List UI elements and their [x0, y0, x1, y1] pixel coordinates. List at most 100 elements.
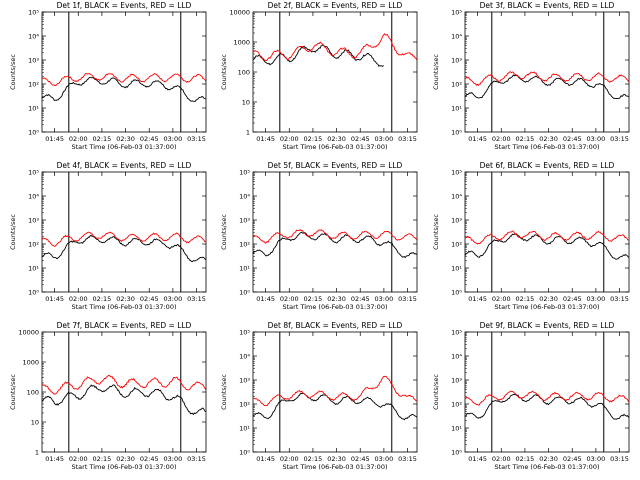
y-tick-label: 10² — [451, 81, 462, 89]
x-tick-label: 02:30 — [116, 455, 135, 463]
plot-frame — [41, 11, 207, 133]
y-axis-label: Counts/sec — [432, 214, 440, 250]
x-axis-label: Start Time (06-Feb-03 01:37:00) — [495, 143, 600, 151]
series-line-lld — [464, 230, 629, 245]
y-tick-label: 10¹ — [28, 265, 39, 273]
y-tick-label: 10³ — [451, 217, 462, 225]
y-tick-label: 10³ — [451, 57, 462, 65]
x-axis-label: Start Time (06-Feb-03 01:37:00) — [72, 463, 177, 471]
x-axis-label: Start Time (06-Feb-03 01:37:00) — [283, 463, 388, 471]
x-axis-label: Start Time (06-Feb-03 01:37:00) — [72, 143, 177, 151]
y-tick-label: 10⁰ — [239, 449, 250, 457]
y-tick-label: 10⁴ — [28, 33, 39, 41]
y-tick-label: 10⁵ — [28, 9, 39, 17]
x-tick-label: 03:00 — [164, 135, 183, 143]
x-tick-label: 02:15 — [516, 135, 535, 143]
x-tick-label: 01:45 — [45, 455, 64, 463]
y-tick-label: 10¹ — [239, 265, 250, 273]
y-axis-label: Counts/sec — [432, 54, 440, 90]
y-axis-label: Counts/sec — [220, 214, 228, 250]
panel-1: Det 1f, BLACK = Events, RED = LLD Counts/… — [9, 1, 207, 151]
series-line-events — [252, 44, 384, 67]
y-tick-label: 100 — [238, 69, 250, 77]
x-tick-label: 01:45 — [45, 135, 64, 143]
x-tick-label: 03:00 — [587, 455, 606, 463]
x-tick-label: 02:15 — [516, 295, 535, 303]
x-tick-label: 02:45 — [563, 295, 582, 303]
x-tick-label: 02:15 — [516, 455, 535, 463]
y-tick-label: 1000 — [233, 39, 250, 47]
panel-9: Det 9f, BLACK = Events, RED = LLD Counts/… — [432, 321, 630, 471]
y-tick-label: 10⁰ — [28, 289, 39, 297]
y-tick-label: 10² — [239, 241, 250, 249]
series-line-events — [464, 232, 630, 260]
y-tick-label: 10⁴ — [451, 193, 462, 201]
panel-6: Det 6f, BLACK = Events, RED = LLD Counts/… — [432, 161, 630, 311]
x-tick-label: 01:45 — [468, 135, 487, 143]
panel-5: Det 5f, BLACK = Events, RED = LLD Counts/… — [220, 161, 418, 311]
y-tick-label: 10¹ — [28, 105, 39, 113]
plot-frame — [252, 11, 418, 133]
y-axis-label: Counts/sec — [9, 54, 17, 90]
y-axis-label: Counts/sec — [9, 214, 17, 250]
y-tick-label: 10³ — [239, 217, 250, 225]
y-tick-label: 10⁰ — [239, 289, 250, 297]
y-tick-label: 10⁴ — [239, 353, 250, 361]
y-tick-label: 10⁵ — [451, 329, 462, 337]
panel-2: Det 2f, BLACK = Events, RED = LLD Counts/… — [220, 1, 418, 151]
panel-title: Det 3f, BLACK = Events, RED = LLD — [480, 1, 615, 10]
y-tick-label: 10⁰ — [28, 129, 39, 137]
y-tick-label: 10⁵ — [28, 169, 39, 177]
y-tick-label: 10¹ — [451, 425, 462, 433]
y-tick-label: 10² — [239, 401, 250, 409]
plot-frame — [41, 171, 207, 293]
x-tick-label: 02:15 — [304, 455, 323, 463]
series-line-events — [464, 74, 629, 100]
series-line-lld — [41, 374, 207, 395]
x-axis-label: Start Time (06-Feb-03 01:37:00) — [283, 143, 388, 151]
x-tick-label: 03:00 — [375, 295, 394, 303]
y-tick-label: 10 — [31, 419, 39, 427]
y-tick-label: 10⁵ — [451, 169, 462, 177]
series-line-events — [41, 384, 207, 416]
y-tick-label: 10⁵ — [239, 329, 250, 337]
y-tick-label: 10³ — [239, 377, 250, 385]
x-tick-label: 02:45 — [563, 135, 582, 143]
x-tick-label: 01:45 — [256, 455, 275, 463]
x-tick-label: 02:30 — [327, 135, 346, 143]
x-tick-label: 02:30 — [327, 295, 346, 303]
x-tick-label: 03:15 — [610, 295, 629, 303]
y-tick-label: 10000 — [18, 329, 39, 337]
y-tick-label: 10³ — [28, 217, 39, 225]
series-line-events — [252, 392, 418, 421]
y-tick-label: 10⁵ — [451, 9, 462, 17]
plot-frame — [252, 171, 418, 293]
x-tick-label: 02:00 — [492, 135, 511, 143]
y-tick-label: 10⁰ — [451, 289, 462, 297]
x-tick-label: 02:30 — [539, 455, 558, 463]
y-axis-label: Counts/sec — [220, 374, 228, 410]
y-tick-label: 10⁴ — [451, 33, 462, 41]
y-tick-label: 10² — [451, 401, 462, 409]
y-tick-label: 10⁵ — [239, 169, 250, 177]
y-tick-label: 10³ — [451, 377, 462, 385]
plot-frame — [464, 11, 630, 133]
y-tick-label: 10000 — [229, 9, 250, 17]
x-tick-label: 03:15 — [398, 135, 417, 143]
plot-frame — [252, 331, 418, 453]
x-tick-label: 03:00 — [164, 295, 183, 303]
panel-title: Det 5f, BLACK = Events, RED = LLD — [268, 161, 403, 170]
x-tick-label: 02:30 — [539, 295, 558, 303]
y-axis-label: Counts/sec — [432, 374, 440, 410]
series-line-lld — [41, 73, 207, 87]
x-tick-label: 02:00 — [492, 455, 511, 463]
x-tick-label: 02:15 — [304, 295, 323, 303]
x-tick-label: 03:15 — [398, 295, 417, 303]
x-tick-label: 03:00 — [587, 135, 606, 143]
y-tick-label: 1 — [35, 449, 39, 457]
plot-frame — [41, 331, 207, 453]
x-axis-label: Start Time (06-Feb-03 01:37:00) — [495, 303, 600, 311]
series-line-events — [464, 393, 630, 420]
x-tick-label: 01:45 — [256, 135, 275, 143]
